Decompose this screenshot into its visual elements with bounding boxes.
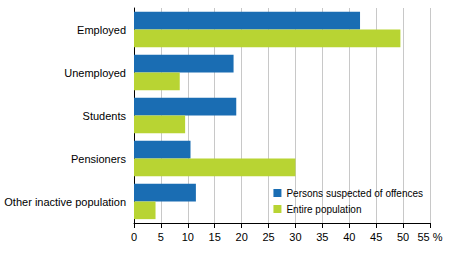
svg-text:55 %: 55 % <box>417 231 442 243</box>
svg-text:50: 50 <box>397 231 409 243</box>
svg-text:15: 15 <box>209 231 221 243</box>
svg-text:5: 5 <box>158 231 164 243</box>
svg-text:35: 35 <box>316 231 328 243</box>
svg-text:Employed: Employed <box>77 24 126 36</box>
svg-text:Students: Students <box>83 110 127 122</box>
svg-text:0: 0 <box>131 231 137 243</box>
svg-text:20: 20 <box>236 231 248 243</box>
svg-text:Unemployed: Unemployed <box>64 67 126 79</box>
svg-text:10: 10 <box>182 231 194 243</box>
svg-text:40: 40 <box>343 231 355 243</box>
svg-text:30: 30 <box>289 231 301 243</box>
svg-text:Pensioners: Pensioners <box>71 153 127 165</box>
svg-text:Entire population: Entire population <box>286 204 361 215</box>
svg-text:25: 25 <box>262 231 274 243</box>
svg-text:45: 45 <box>370 231 382 243</box>
svg-text:Other inactive population: Other inactive population <box>4 196 126 208</box>
svg-text:Persons suspected of offences: Persons suspected of offences <box>286 188 423 199</box>
